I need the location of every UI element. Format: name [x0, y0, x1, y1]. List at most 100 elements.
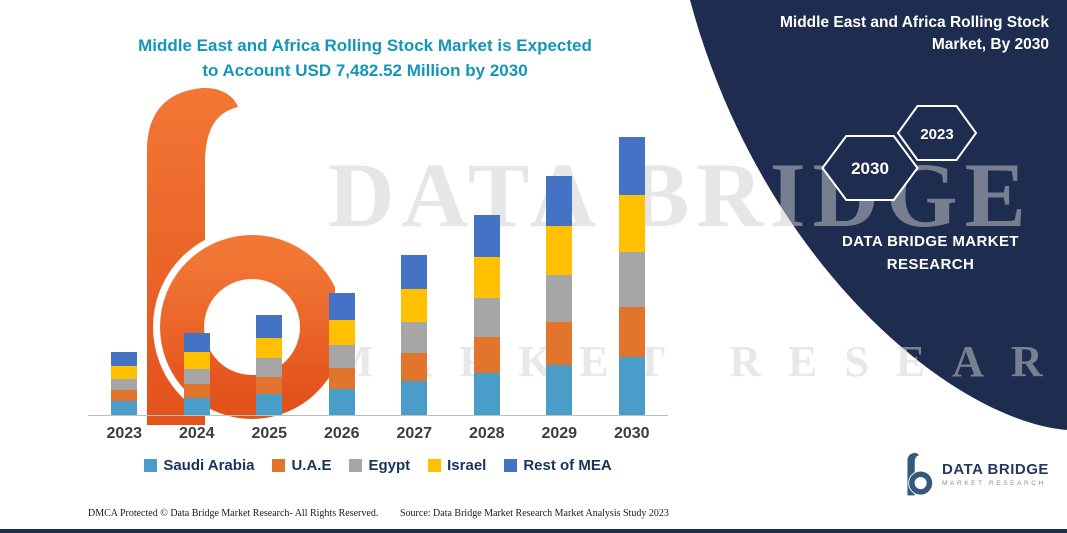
bar-segment — [546, 226, 573, 275]
bar-segment — [618, 194, 645, 252]
bar-segment — [401, 322, 428, 353]
x-tick-label: 2028 — [468, 425, 505, 442]
bar-cell — [378, 66, 451, 415]
legend-item: Saudi Arabia — [144, 457, 254, 474]
legend-item: Rest of MEA — [504, 457, 612, 474]
corner-logo-text: DATA BRIDGE MARKET RESEARCH — [942, 461, 1049, 487]
stacked-bar-2030 — [618, 136, 645, 415]
bar-cell — [596, 66, 669, 415]
bar-cell — [306, 66, 379, 415]
bar-segment — [401, 353, 428, 381]
chart-title-line1: Middle East and Africa Rolling Stock Mar… — [138, 36, 592, 55]
x-tick-label: 2025 — [251, 425, 288, 442]
legend-swatch — [272, 459, 286, 472]
bar-segment — [618, 307, 645, 357]
x-tick-label: 2023 — [106, 425, 143, 442]
bar-segment — [111, 379, 138, 390]
bar-segment — [473, 215, 500, 257]
legend-label: Egypt — [368, 457, 411, 474]
bar-segment — [473, 337, 500, 373]
bar-segment — [256, 338, 283, 358]
bar-segment — [618, 136, 645, 195]
legend-label: Israel — [447, 457, 487, 474]
x-tick-label: 2024 — [178, 425, 215, 442]
bar-segment — [328, 345, 355, 368]
bar-cell — [233, 66, 306, 415]
bar-segment — [183, 352, 210, 369]
legend-label: Rest of MEA — [523, 457, 612, 474]
bar-segment — [401, 289, 428, 322]
legend: Saudi Arabia U.A.E Egypt Israel Rest of MEA — [88, 457, 668, 474]
bar-segment — [328, 320, 355, 345]
bar-segment — [111, 390, 138, 401]
legend-item: U.A.E — [272, 457, 331, 474]
stacked-bar-2027 — [401, 255, 428, 415]
corner-logo-b-icon — [907, 453, 934, 496]
bar-segment — [183, 369, 210, 384]
bar-segment — [256, 377, 283, 394]
data-bridge-b-icon — [147, 88, 335, 426]
bar-segment — [328, 389, 355, 415]
bar-segment — [401, 381, 428, 415]
bar-segment — [183, 384, 210, 398]
bar-segment — [183, 398, 210, 415]
x-tick-label: 2030 — [613, 425, 650, 442]
x-tick-label: 2029 — [541, 425, 578, 442]
chart-title: Middle East and Africa Rolling Stock Mar… — [85, 34, 645, 83]
bar-segment — [546, 322, 573, 365]
bar-segment — [256, 315, 283, 338]
bar-segment — [546, 275, 573, 322]
bar-segment — [473, 257, 500, 298]
corner-logo-subtitle: MARKET RESEARCH — [942, 480, 1046, 487]
corner-logo: DATA BRIDGE MARKET RESEARCH — [898, 452, 1049, 496]
bar-segment — [328, 293, 355, 320]
panel-brand-name: DATA BRIDGE MARKET RESEARCH — [842, 233, 1019, 274]
bar-segment — [618, 357, 645, 415]
bar-segment — [546, 365, 573, 415]
stacked-bar-2024 — [183, 333, 210, 415]
stacked-bar-2025 — [256, 315, 283, 415]
bar-segment — [183, 333, 210, 352]
legend-swatch — [504, 459, 518, 472]
x-labels: 2023 2024 2025 2026 2027 2028 2029 2030 — [88, 425, 668, 443]
hexagon-2023: 2023 — [896, 105, 978, 161]
stacked-bar-2029 — [546, 176, 573, 415]
bar-segment — [328, 368, 355, 389]
x-tick-label: 2026 — [323, 425, 360, 442]
hexagon-2030-label: 2030 — [851, 159, 889, 178]
hexagon-2030: 2030 — [821, 135, 919, 201]
hexagon-2023-label: 2023 — [920, 126, 953, 143]
bar-segment — [111, 366, 138, 379]
legend-item: Egypt — [349, 457, 410, 474]
stacked-bar-chart: 2023 2024 2025 2026 2027 2028 2029 2030 Saudi A… — [88, 66, 668, 474]
bar-segment — [473, 298, 500, 337]
bar-cell — [523, 66, 596, 415]
bar-segment — [111, 352, 138, 366]
bar-cell — [161, 66, 234, 415]
bar-segment — [256, 394, 283, 415]
legend-swatch — [144, 459, 158, 472]
corner-logo-title: DATA BRIDGE — [942, 461, 1049, 478]
legend-swatch — [428, 459, 442, 472]
footer-dmca: DMCA Protected © Data Bridge Market Rese… — [88, 508, 379, 519]
stacked-bar-2028 — [473, 215, 500, 415]
bar-segment — [401, 255, 428, 289]
legend-swatch — [349, 459, 363, 472]
bar-segment — [256, 358, 283, 377]
bar-segment — [618, 251, 645, 307]
bars-area — [88, 66, 668, 416]
bar-cell — [451, 66, 524, 415]
stacked-bar-2026 — [328, 293, 355, 415]
bar-segment — [111, 401, 138, 415]
chart-title-line2: to Account USD 7,482.52 Million by 2030 — [202, 60, 528, 80]
bottom-border-bar — [0, 529, 1067, 533]
year-hexagons: 2030 2023 — [821, 105, 978, 201]
panel-heading: Middle East and Africa Rolling Stock Mar… — [780, 14, 1049, 54]
bar-cell — [88, 66, 161, 415]
stacked-bar-2023 — [111, 352, 138, 415]
bar-segment — [546, 176, 573, 226]
legend-item: Israel — [428, 457, 486, 474]
legend-label: U.A.E — [291, 457, 332, 474]
bar-segment — [473, 373, 500, 415]
x-tick-label: 2027 — [396, 425, 433, 442]
